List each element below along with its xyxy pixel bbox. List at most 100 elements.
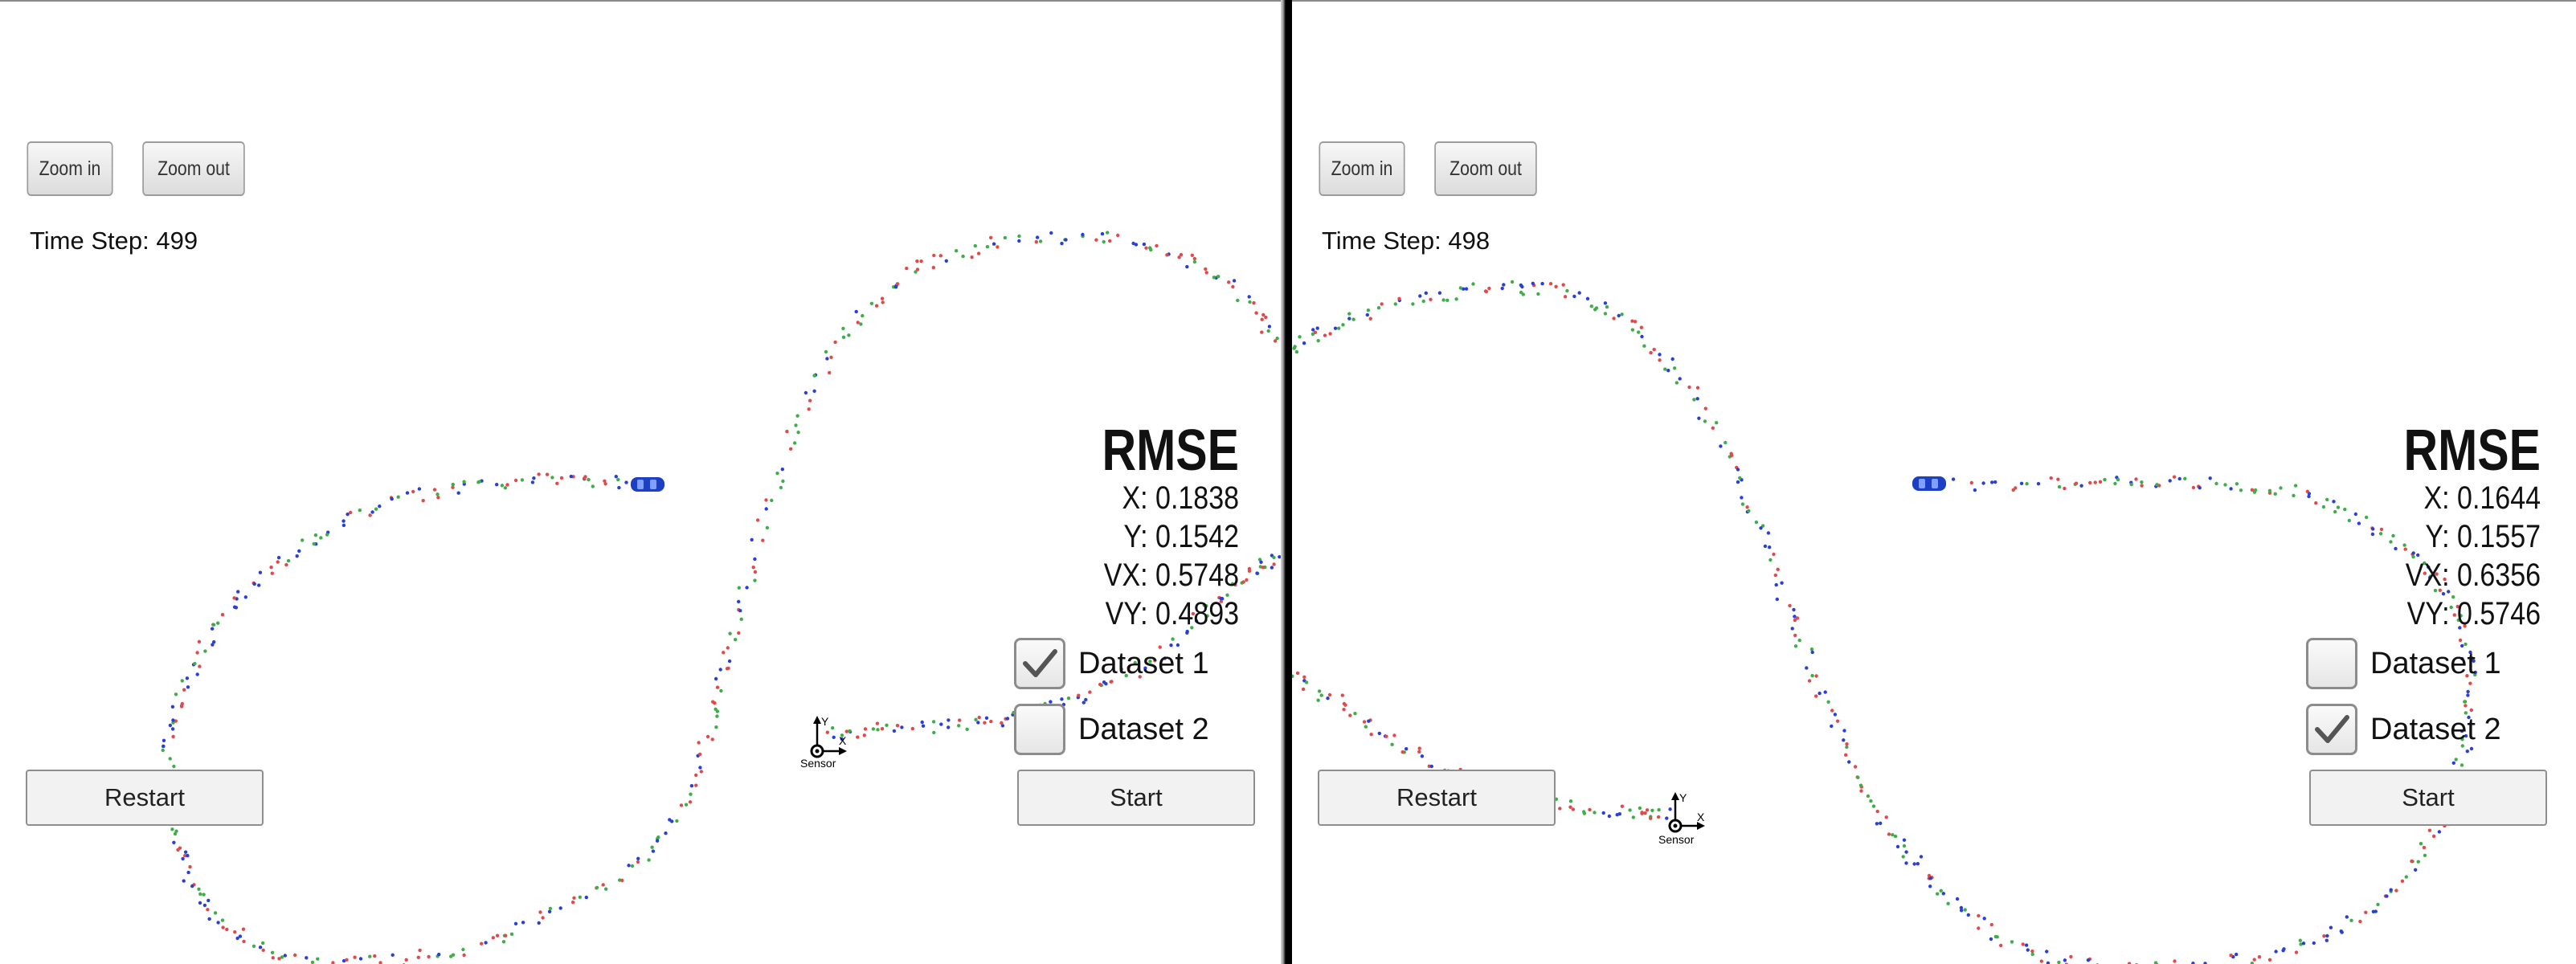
measurement-marker (1695, 397, 1699, 401)
measurement-marker (1936, 892, 1940, 896)
measurement-marker (2267, 958, 2272, 962)
measurement-marker (1273, 339, 1278, 343)
zoom-in-button[interactable]: Zoom in (27, 141, 113, 196)
measurement-marker (1582, 810, 1586, 814)
measurement-marker (595, 885, 599, 890)
measurement-marker (555, 481, 559, 485)
measurement-marker (824, 349, 828, 354)
start-button[interactable]: Start (2309, 770, 2547, 826)
dataset1-checkbox[interactable] (1014, 638, 1065, 689)
dataset2-option[interactable]: Dataset 2 (1014, 702, 1209, 757)
measurement-marker (2229, 954, 2233, 958)
measurement-marker (2345, 915, 2349, 919)
measurement-marker (349, 510, 353, 515)
measurement-marker (2464, 711, 2468, 715)
restart-button[interactable]: Restart (1318, 770, 1556, 826)
dataset2-checkbox[interactable] (1014, 704, 1065, 755)
measurement-marker (1678, 377, 1682, 381)
measurement-marker (697, 741, 701, 745)
measurement-marker (270, 571, 274, 575)
measurement-marker (2093, 480, 2097, 484)
measurement-marker (172, 764, 176, 769)
dataset1-option[interactable]: Dataset 1 (2306, 636, 2501, 691)
measurement-marker (213, 911, 218, 915)
measurement-marker (2298, 938, 2302, 942)
measurement-marker (2274, 950, 2278, 954)
measurement-marker (538, 910, 542, 914)
start-button[interactable]: Start (1017, 770, 1255, 826)
measurement-marker (915, 268, 920, 272)
measurement-marker (220, 918, 225, 922)
measurement-marker (1946, 901, 1950, 906)
measurement-marker (1149, 247, 1153, 252)
dataset1-option[interactable]: Dataset 1 (1014, 636, 1209, 691)
measurement-marker (862, 733, 867, 737)
measurement-marker (2385, 894, 2389, 898)
measurement-marker (1845, 742, 1849, 746)
measurement-marker (2045, 950, 2049, 954)
measurement-marker (1204, 271, 1208, 275)
measurement-marker (1814, 674, 1818, 678)
rmse-x: X: 0.1644 (2423, 480, 2541, 516)
measurement-marker (650, 845, 654, 849)
measurement-marker (1657, 815, 1661, 819)
measurement-marker (2472, 659, 2476, 663)
measurement-marker (1133, 660, 1137, 665)
measurement-marker (2223, 483, 2227, 487)
measurement-marker (2404, 875, 2408, 879)
measurement-marker (1003, 235, 1008, 240)
measurement-marker (1766, 531, 1771, 535)
measurement-marker (1639, 325, 1644, 329)
measurement-marker (627, 864, 631, 868)
measurement-marker (271, 956, 275, 960)
measurement-marker (500, 484, 505, 488)
measurement-marker (1775, 597, 1779, 602)
measurement-marker (1884, 815, 1888, 819)
measurement-marker (193, 661, 197, 666)
measurement-marker (2339, 929, 2343, 933)
zoom-in-button[interactable]: Zoom in (1319, 141, 1405, 196)
measurement-marker (1904, 861, 1908, 865)
measurement-marker (1745, 505, 1749, 509)
dataset1-checkbox[interactable] (2306, 638, 2357, 689)
measurement-marker (211, 643, 215, 647)
measurement-marker (2030, 949, 2034, 954)
measurement-marker (2019, 481, 2024, 485)
measurement-marker (162, 738, 166, 742)
measurement-marker (1879, 821, 1883, 825)
measurement-marker (270, 950, 275, 955)
measurement-marker (1805, 666, 1809, 670)
dataset2-option[interactable]: Dataset 2 (2306, 702, 2501, 757)
measurement-marker (276, 556, 281, 560)
measurement-marker (2116, 477, 2120, 482)
measurement-marker (2267, 488, 2272, 492)
dataset2-label: Dataset 2 (2370, 712, 2501, 746)
measurement-marker (1417, 746, 1421, 750)
measurement-marker (2129, 482, 2133, 487)
zoom-out-button[interactable]: Zoom out (1434, 141, 1537, 196)
measurement-marker (856, 735, 860, 739)
measurement-marker (1405, 747, 1409, 751)
measurement-marker (832, 735, 836, 739)
measurement-marker (1266, 329, 1270, 333)
measurement-marker (914, 270, 918, 274)
measurement-marker (341, 523, 346, 528)
measurement-marker (346, 513, 350, 517)
zoom-out-button[interactable]: Zoom out (142, 141, 245, 196)
measurement-marker (1236, 298, 1240, 303)
measurement-marker (2403, 547, 2407, 551)
measurement-marker (1788, 603, 1792, 608)
measurement-marker (374, 507, 378, 511)
measurement-marker (1264, 315, 1268, 320)
measurement-marker (1540, 281, 1544, 286)
measurement-marker (1317, 689, 1322, 693)
restart-button[interactable]: Restart (26, 770, 264, 826)
time-step-readout: Time Step: 498 (1322, 227, 1490, 255)
simulator-panel-right: Y X Sensor Zoom in Zoom out Time Step: 4… (1292, 0, 2576, 964)
measurement-marker (2466, 693, 2470, 697)
measurement-marker (1124, 673, 1128, 678)
measurement-marker (1780, 581, 1784, 585)
dataset2-checkbox[interactable] (2306, 704, 2357, 755)
measurement-marker (261, 948, 265, 953)
measurement-marker (2460, 656, 2464, 661)
